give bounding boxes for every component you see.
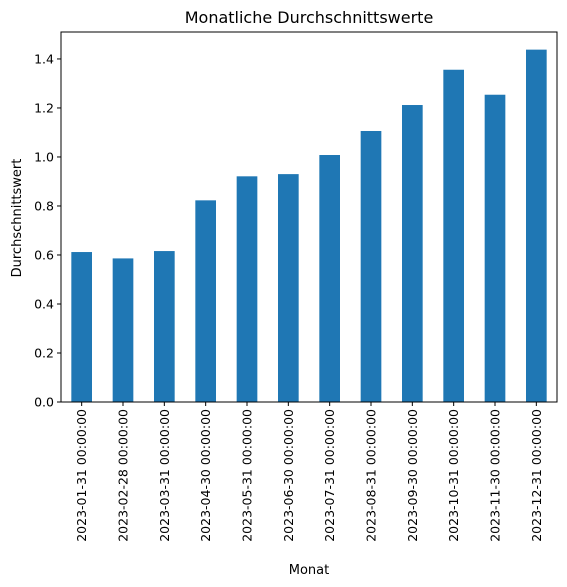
y-tick-label: 1.0 — [34, 149, 54, 164]
y-tick-label: 0.4 — [34, 296, 54, 311]
x-tick-label: 2023-02-28 00:00:00 — [116, 409, 131, 542]
x-axis-label: Monat — [289, 563, 329, 578]
x-tick-label: 2023-04-30 00:00:00 — [198, 409, 213, 542]
bar-7 — [319, 155, 340, 402]
bar-8 — [360, 130, 382, 403]
y-tick-label: 0.2 — [34, 345, 54, 360]
bar-12 — [526, 49, 547, 402]
bar-1 — [71, 252, 92, 402]
bar-6 — [278, 174, 299, 402]
x-tick-label: 2023-05-31 00:00:00 — [240, 409, 255, 542]
x-tick-label: 2023-08-31 00:00:00 — [364, 409, 379, 542]
plot-area: 0.0 0.2 0.4 0.6 0.8 1.0 1.2 1.4 2023-01-31 00:00… — [34, 31, 558, 542]
chart-title: Monatliche Durchschnittswerte — [185, 8, 434, 27]
bar-9 — [402, 105, 423, 403]
bar-2 — [112, 258, 134, 402]
x-tick-label: 2023-07-31 00:00:00 — [322, 409, 337, 542]
bar-11 — [484, 94, 506, 402]
x-tick-label: 2023-10-31 00:00:00 — [446, 409, 461, 542]
axes-frame — [60, 31, 558, 403]
bar-5 — [236, 176, 258, 402]
y-tick-label: 0.6 — [34, 247, 54, 262]
x-tick-label: 2023-12-31 00:00:00 — [529, 409, 544, 542]
y-tick-label: 1.4 — [34, 51, 54, 66]
x-tick-label: 2023-03-31 00:00:00 — [157, 409, 172, 542]
y-tick-label: 1.2 — [34, 100, 54, 115]
x-tick-label: 2023-01-31 00:00:00 — [74, 409, 89, 542]
y-tick-label: 0.8 — [34, 198, 54, 213]
x-tick-label: 2023-06-30 00:00:00 — [281, 409, 296, 542]
y-axis-label: Durchschnittswert — [10, 159, 25, 278]
bar-4 — [195, 200, 216, 402]
x-tick-label: 2023-09-30 00:00:00 — [405, 409, 420, 542]
x-tick-label: 2023-11-30 00:00:00 — [488, 409, 503, 542]
bar-3 — [154, 251, 175, 402]
bar-10 — [443, 69, 464, 403]
y-tick-label: 0.0 — [34, 395, 54, 410]
